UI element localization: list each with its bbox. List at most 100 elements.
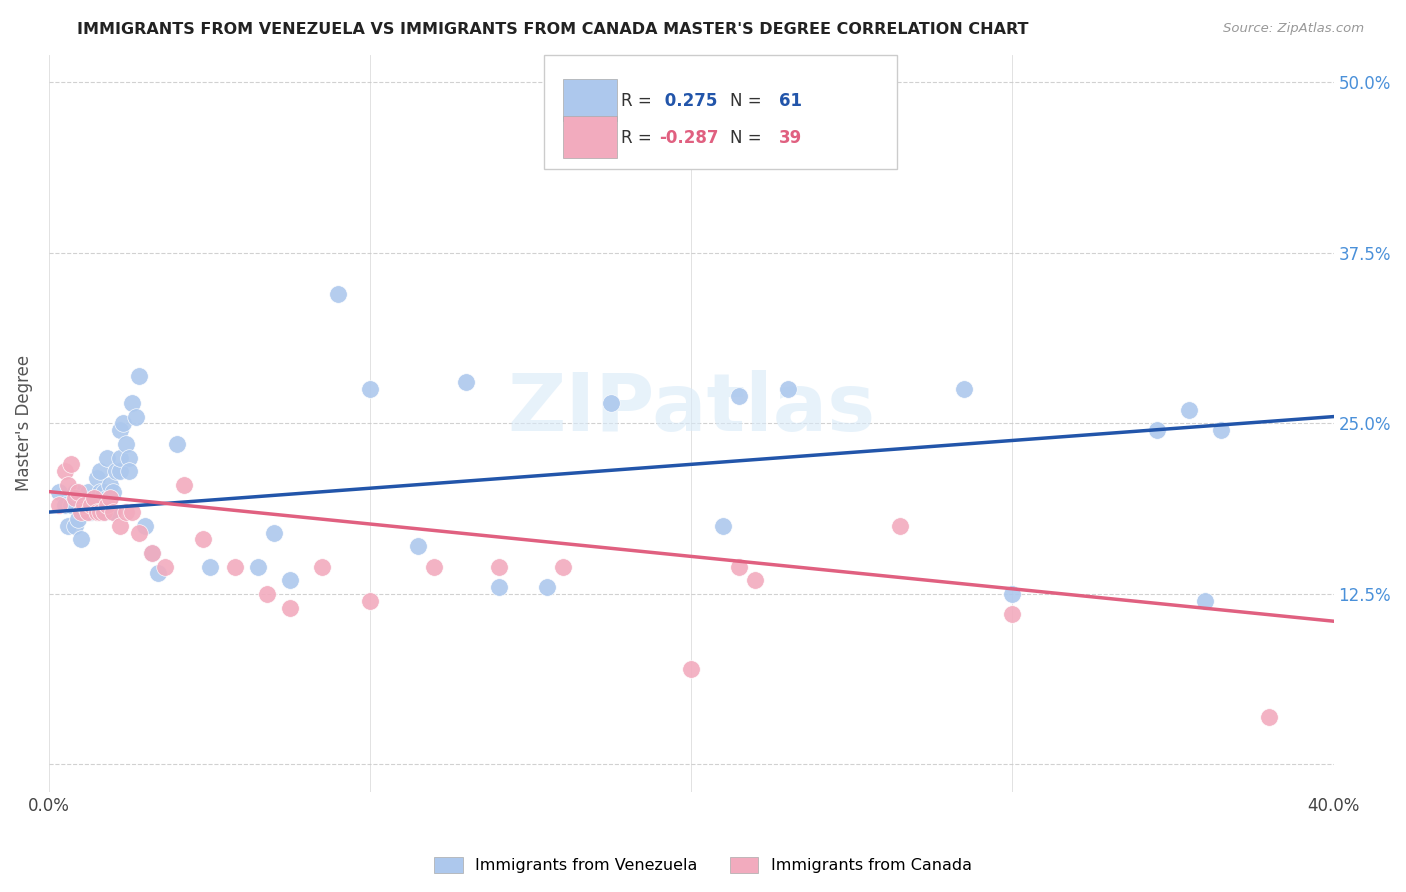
Point [103,484,125,499]
Point [278,574,301,588]
Text: 39: 39 [779,128,801,146]
Point [551,559,574,574]
Point [89,464,111,478]
Point [118,450,141,465]
Point [191,533,214,547]
Point [488,559,510,574]
Point [96,450,118,465]
Point [58,518,80,533]
Point [141,546,163,560]
Point [118,464,141,478]
Point [141,546,163,560]
Point [73,498,96,512]
Point [80,498,103,512]
Text: ZIPatlas: ZIPatlas [508,369,876,448]
Point [1258,709,1281,723]
Point [73,498,96,512]
FancyBboxPatch shape [562,116,617,158]
Point [108,464,131,478]
Point [1001,607,1024,622]
Point [166,437,188,451]
Point [1001,587,1024,601]
Point [96,498,118,512]
Point [80,498,103,512]
Point [108,423,131,437]
Point [488,580,510,594]
Point [53,464,76,478]
Point [48,498,70,512]
Point [103,505,125,519]
Point [66,512,89,526]
Point [93,505,115,519]
Point [89,484,111,499]
Point [115,505,138,519]
Point [63,484,86,499]
Point [173,477,195,491]
Point [134,518,156,533]
FancyBboxPatch shape [544,55,897,169]
Point [311,559,333,574]
Point [1211,423,1233,437]
Legend: Immigrants from Venezuela, Immigrants from Canada: Immigrants from Venezuela, Immigrants fr… [427,850,979,880]
Point [146,566,169,581]
Point [128,525,150,540]
Point [728,559,751,574]
Text: 61: 61 [779,92,801,110]
Point [115,437,138,451]
Point [70,533,93,547]
Point [153,559,176,574]
Point [256,587,278,601]
Text: N =: N = [730,92,766,110]
FancyBboxPatch shape [562,78,617,121]
Point [121,505,143,519]
Point [121,396,143,410]
Point [111,417,134,431]
Point [93,505,115,519]
Point [536,580,558,594]
Point [108,518,131,533]
Text: 0.275: 0.275 [659,92,717,110]
Point [86,498,108,512]
Point [224,559,246,574]
Point [128,368,150,383]
Point [76,484,98,499]
Point [728,389,751,403]
Point [60,458,83,472]
Point [744,574,766,588]
Point [53,498,76,512]
Point [246,559,269,574]
Point [86,505,108,519]
Point [80,505,103,519]
Point [83,491,105,506]
Point [89,505,111,519]
Point [889,518,911,533]
Point [600,396,623,410]
Point [70,505,93,519]
Point [60,498,83,512]
Point [263,525,285,540]
Text: -0.287: -0.287 [659,128,718,146]
Point [98,491,121,506]
Point [66,484,89,499]
Point [359,382,381,396]
Point [76,505,98,519]
Point [359,593,381,607]
Point [83,491,105,506]
Point [93,484,115,499]
Text: R =: R = [620,128,657,146]
Point [953,382,976,396]
Point [63,518,86,533]
Point [198,559,221,574]
Point [776,382,799,396]
Text: Source: ZipAtlas.com: Source: ZipAtlas.com [1223,22,1364,36]
Point [63,491,86,506]
Point [103,505,125,519]
Point [1178,402,1201,417]
Point [58,477,80,491]
Point [456,376,478,390]
Text: R =: R = [620,92,657,110]
Point [86,471,108,485]
Point [406,539,429,553]
Y-axis label: Master's Degree: Master's Degree [15,355,32,491]
Text: N =: N = [730,128,766,146]
